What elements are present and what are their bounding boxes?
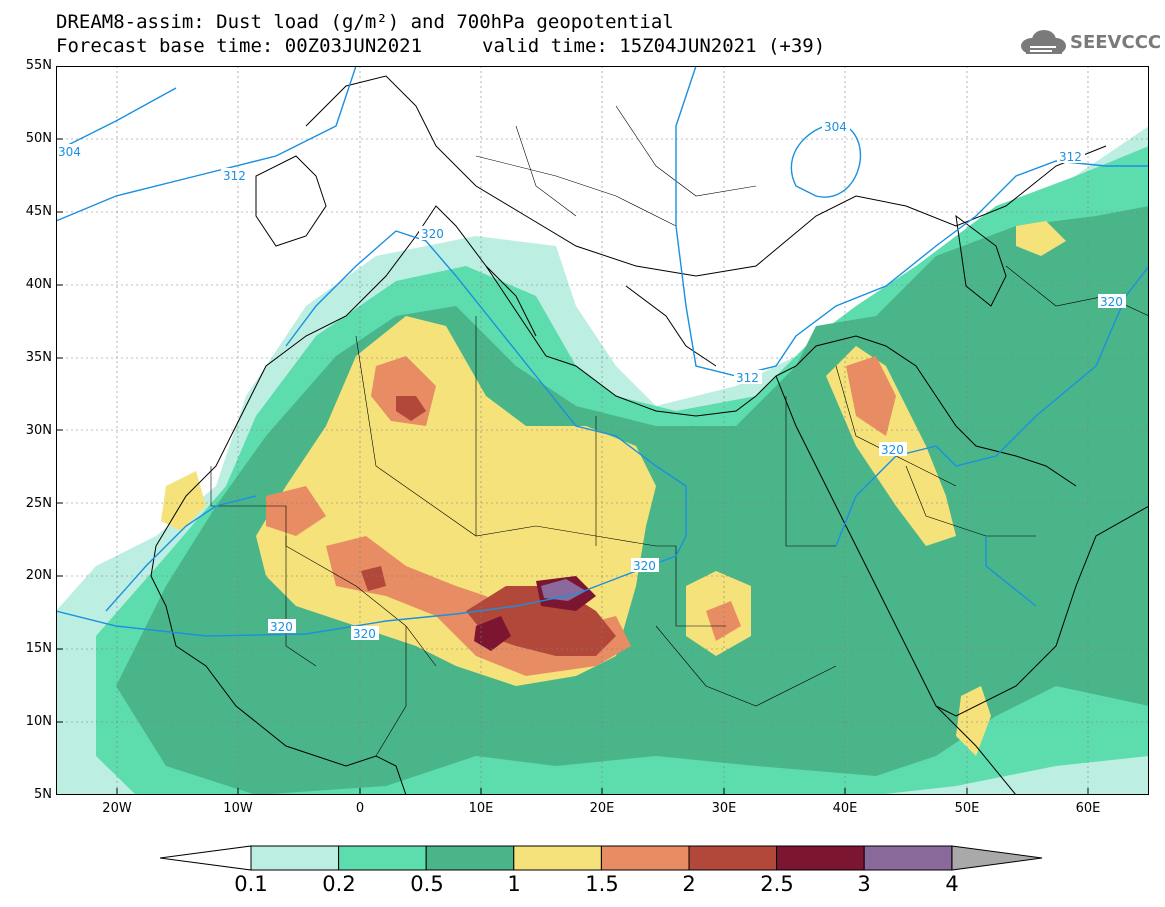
contour-label: 304 [58, 145, 81, 159]
colorbar-label: 3 [857, 872, 871, 896]
contour-label: 320 [633, 559, 656, 573]
dust-shading [56, 126, 1149, 795]
contour-label: 304 [824, 120, 847, 134]
dust-load-map: 304 312 320 320 304 312 320 312 320 320 … [56, 66, 1149, 795]
lon-label: 20W [102, 801, 132, 816]
lon-label: 30E [711, 801, 737, 816]
lat-label: 35N [25, 350, 52, 365]
colorbar-high-arrow [951, 845, 1043, 871]
lon-label: 40E [832, 801, 858, 816]
map-title: DREAM8-assim: Dust load (g/m²) and 700hP… [56, 11, 674, 33]
lon-label: 20E [589, 801, 615, 816]
colorbar-label: 0.2 [322, 872, 356, 896]
lat-label: 30N [25, 423, 52, 438]
colorbar-boxes [250, 845, 953, 871]
logo-text: SEEVCCC [1070, 32, 1162, 53]
colorbar [160, 845, 1043, 871]
contour-label: 320 [881, 443, 904, 457]
lon-label: 0 [355, 801, 365, 816]
contour-label: 320 [353, 627, 376, 641]
lon-label: 50E [954, 801, 980, 816]
lon-label: 10W [223, 801, 253, 816]
valid-time: valid time: 15Z04JUN2021 (+39) [482, 35, 826, 57]
seevccc-logo: SEEVCCC [1018, 28, 1162, 58]
geopotential-contours [56, 66, 1149, 637]
contour-label: 320 [421, 227, 444, 241]
lat-label: 45N [25, 204, 52, 219]
contour-labels: 304 312 320 320 304 312 320 312 320 320 … [56, 119, 1126, 641]
forecast-base-time: Forecast base time: 00Z03JUN2021 [56, 35, 423, 57]
colorbar-label: 0.1 [234, 872, 268, 896]
contour-label: 312 [223, 169, 246, 183]
lat-label: 10N [25, 714, 52, 729]
cloud-icon [1021, 30, 1066, 54]
colorbar-label: 0.5 [410, 872, 444, 896]
colorbar-label: 2.5 [760, 872, 794, 896]
colorbar-label: 1 [507, 872, 521, 896]
contour-label: 320 [1100, 295, 1123, 309]
lat-label: 40N [25, 277, 52, 292]
graticule [56, 66, 1149, 795]
colorbar-low-arrow [160, 845, 252, 871]
contour-label: 312 [1059, 150, 1082, 164]
colorbar-box [688, 845, 778, 871]
colorbar-box [600, 845, 690, 871]
lat-label: 50N [25, 131, 52, 146]
lat-label: 55N [25, 58, 52, 73]
colorbar-box [250, 845, 340, 871]
lon-label: 10E [468, 801, 494, 816]
colorbar-label: 2 [682, 872, 696, 896]
coastlines [150, 75, 1149, 795]
lon-label: 60E [1075, 801, 1101, 816]
colorbar-box [338, 845, 427, 871]
colorbar-label: 1.5 [585, 872, 619, 896]
lat-label: 25N [25, 496, 52, 511]
colorbar-box [425, 845, 515, 871]
axis-ticks [56, 138, 1089, 795]
contour-label: 312 [736, 371, 759, 385]
contour-label: 320 [270, 620, 293, 634]
colorbar-box [513, 845, 602, 871]
lat-label: 5N [34, 787, 52, 802]
colorbar-box [776, 845, 865, 871]
lat-label: 15N [25, 641, 52, 656]
lat-label: 20N [25, 568, 52, 583]
colorbar-box [863, 845, 953, 871]
colorbar-label: 4 [945, 872, 959, 896]
